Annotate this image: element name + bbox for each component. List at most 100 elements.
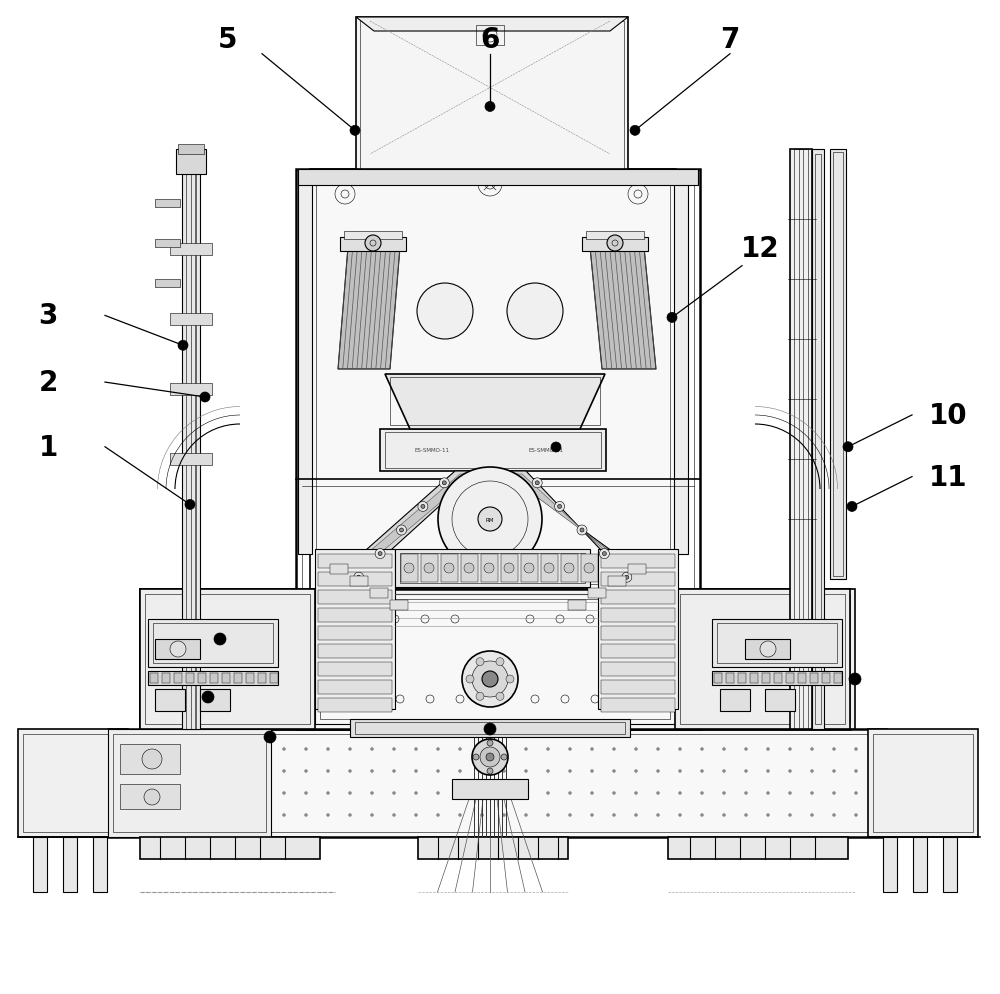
- Circle shape: [568, 769, 572, 772]
- Circle shape: [217, 769, 220, 772]
- Bar: [601, 662, 675, 676]
- Circle shape: [485, 102, 495, 112]
- Circle shape: [151, 814, 154, 817]
- Bar: [140, 589, 315, 730]
- Circle shape: [612, 814, 616, 817]
- Bar: [568, 600, 586, 610]
- Circle shape: [415, 791, 418, 794]
- Text: 12: 12: [741, 235, 779, 262]
- Bar: [798, 673, 806, 683]
- Circle shape: [464, 564, 474, 574]
- Bar: [355, 723, 625, 735]
- Circle shape: [173, 814, 176, 817]
- Circle shape: [481, 747, 484, 750]
- Circle shape: [580, 529, 584, 533]
- Circle shape: [239, 747, 242, 750]
- Bar: [873, 735, 973, 832]
- Circle shape: [744, 769, 748, 772]
- Bar: [481, 555, 498, 582]
- Bar: [718, 647, 732, 671]
- Bar: [162, 673, 170, 683]
- Circle shape: [524, 769, 528, 772]
- Bar: [140, 589, 296, 730]
- Bar: [834, 673, 842, 683]
- Bar: [148, 619, 278, 667]
- Bar: [155, 240, 180, 248]
- Bar: [745, 639, 790, 659]
- Bar: [33, 837, 47, 892]
- Circle shape: [478, 508, 502, 532]
- Circle shape: [568, 791, 572, 794]
- Circle shape: [744, 791, 748, 794]
- Circle shape: [418, 502, 428, 512]
- Circle shape: [544, 564, 554, 574]
- Bar: [298, 170, 698, 186]
- Bar: [682, 647, 696, 671]
- Circle shape: [283, 791, 286, 794]
- Bar: [191, 150, 195, 730]
- Circle shape: [832, 747, 836, 750]
- Bar: [790, 150, 812, 730]
- Circle shape: [630, 126, 640, 136]
- Circle shape: [568, 747, 572, 750]
- Bar: [601, 699, 675, 713]
- Circle shape: [678, 791, 682, 794]
- Circle shape: [462, 651, 518, 708]
- Circle shape: [375, 549, 385, 559]
- Circle shape: [590, 747, 594, 750]
- Bar: [452, 779, 528, 799]
- Circle shape: [590, 814, 594, 817]
- Circle shape: [847, 502, 857, 512]
- Circle shape: [590, 769, 594, 772]
- Bar: [150, 684, 310, 720]
- Bar: [210, 673, 218, 683]
- Circle shape: [546, 747, 550, 750]
- Circle shape: [439, 478, 449, 488]
- Bar: [234, 673, 242, 683]
- Circle shape: [482, 671, 498, 687]
- Circle shape: [415, 747, 418, 750]
- Circle shape: [404, 564, 414, 574]
- Circle shape: [283, 747, 286, 750]
- Bar: [810, 673, 818, 683]
- Bar: [174, 673, 182, 683]
- Polygon shape: [590, 248, 656, 370]
- Bar: [501, 555, 518, 582]
- Circle shape: [173, 769, 176, 772]
- Circle shape: [722, 791, 726, 794]
- Circle shape: [327, 747, 330, 750]
- Circle shape: [854, 747, 858, 750]
- Bar: [772, 647, 786, 671]
- Bar: [330, 565, 348, 575]
- Bar: [395, 550, 590, 587]
- Bar: [370, 588, 388, 598]
- Circle shape: [854, 791, 858, 794]
- Bar: [170, 314, 212, 326]
- Circle shape: [217, 814, 220, 817]
- Circle shape: [876, 769, 880, 772]
- Circle shape: [185, 500, 195, 510]
- Circle shape: [142, 749, 162, 769]
- Circle shape: [371, 769, 374, 772]
- Circle shape: [195, 791, 198, 794]
- Bar: [260, 647, 274, 671]
- Text: 6: 6: [480, 26, 500, 54]
- Circle shape: [378, 552, 382, 556]
- Circle shape: [195, 769, 198, 772]
- Circle shape: [584, 564, 594, 574]
- Circle shape: [151, 747, 154, 750]
- Bar: [318, 680, 392, 694]
- Bar: [200, 689, 230, 712]
- Circle shape: [327, 769, 330, 772]
- Circle shape: [487, 768, 493, 774]
- Bar: [668, 837, 848, 859]
- Circle shape: [305, 814, 308, 817]
- Bar: [318, 699, 392, 713]
- Circle shape: [442, 481, 446, 485]
- Bar: [674, 175, 688, 555]
- Circle shape: [357, 576, 361, 580]
- Circle shape: [400, 529, 404, 533]
- Circle shape: [788, 791, 792, 794]
- Text: ES-SMMO-11: ES-SMMO-11: [415, 447, 450, 452]
- Bar: [140, 837, 320, 859]
